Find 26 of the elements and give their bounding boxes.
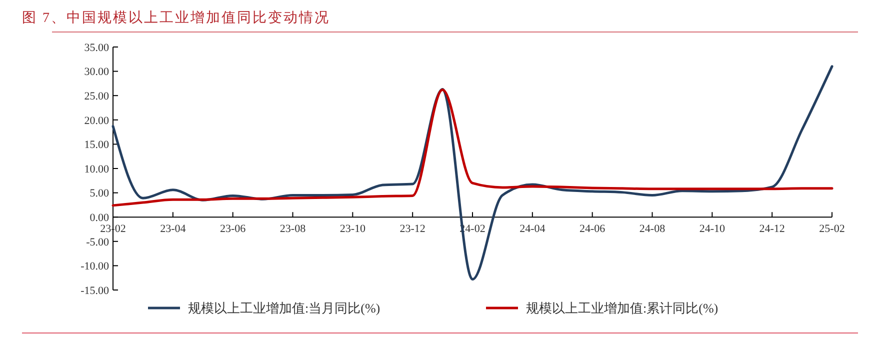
y-tick-label: -15.00 — [80, 284, 110, 297]
y-tick-label: 15.00 — [84, 139, 110, 152]
y-tick-label: 10.00 — [84, 163, 110, 176]
x-tick-label: 24-04 — [520, 223, 546, 236]
y-tick-label: 35.00 — [84, 42, 110, 54]
x-tick-label: 24-12 — [759, 223, 785, 236]
y-tick-label: -5.00 — [86, 236, 110, 248]
line-series — [112, 88, 834, 207]
x-tick-label: 23-04 — [160, 223, 186, 236]
y-tick-label: 0.00 — [90, 212, 110, 224]
chart-title: 图 7、中国规模以上工业增加值同比变动情况 — [22, 10, 330, 26]
x-tick-label: 24-08 — [639, 223, 666, 236]
y-tick-label: -10.00 — [80, 260, 110, 273]
x-tick-label: 24-06 — [579, 223, 606, 236]
x-tick-label: 23-12 — [400, 223, 426, 236]
x-tick-label: 23-06 — [220, 223, 246, 236]
y-tick-label: 25.00 — [84, 90, 110, 102]
x-tick-label: 25-02 — [819, 223, 845, 236]
legend-label: 规模以上工业增加值:累计同比(%) — [526, 300, 718, 316]
legend-label: 规模以上工业增加值:当月同比(%) — [188, 300, 380, 316]
y-tick-label: 5.00 — [90, 188, 110, 200]
y-tick-label: 30.00 — [84, 66, 110, 78]
x-tick-label: 23-08 — [280, 223, 306, 236]
x-tick-label: 23-10 — [340, 223, 366, 236]
y-tick-label: 20.00 — [84, 114, 110, 127]
x-tick-label: 24-10 — [699, 223, 726, 236]
